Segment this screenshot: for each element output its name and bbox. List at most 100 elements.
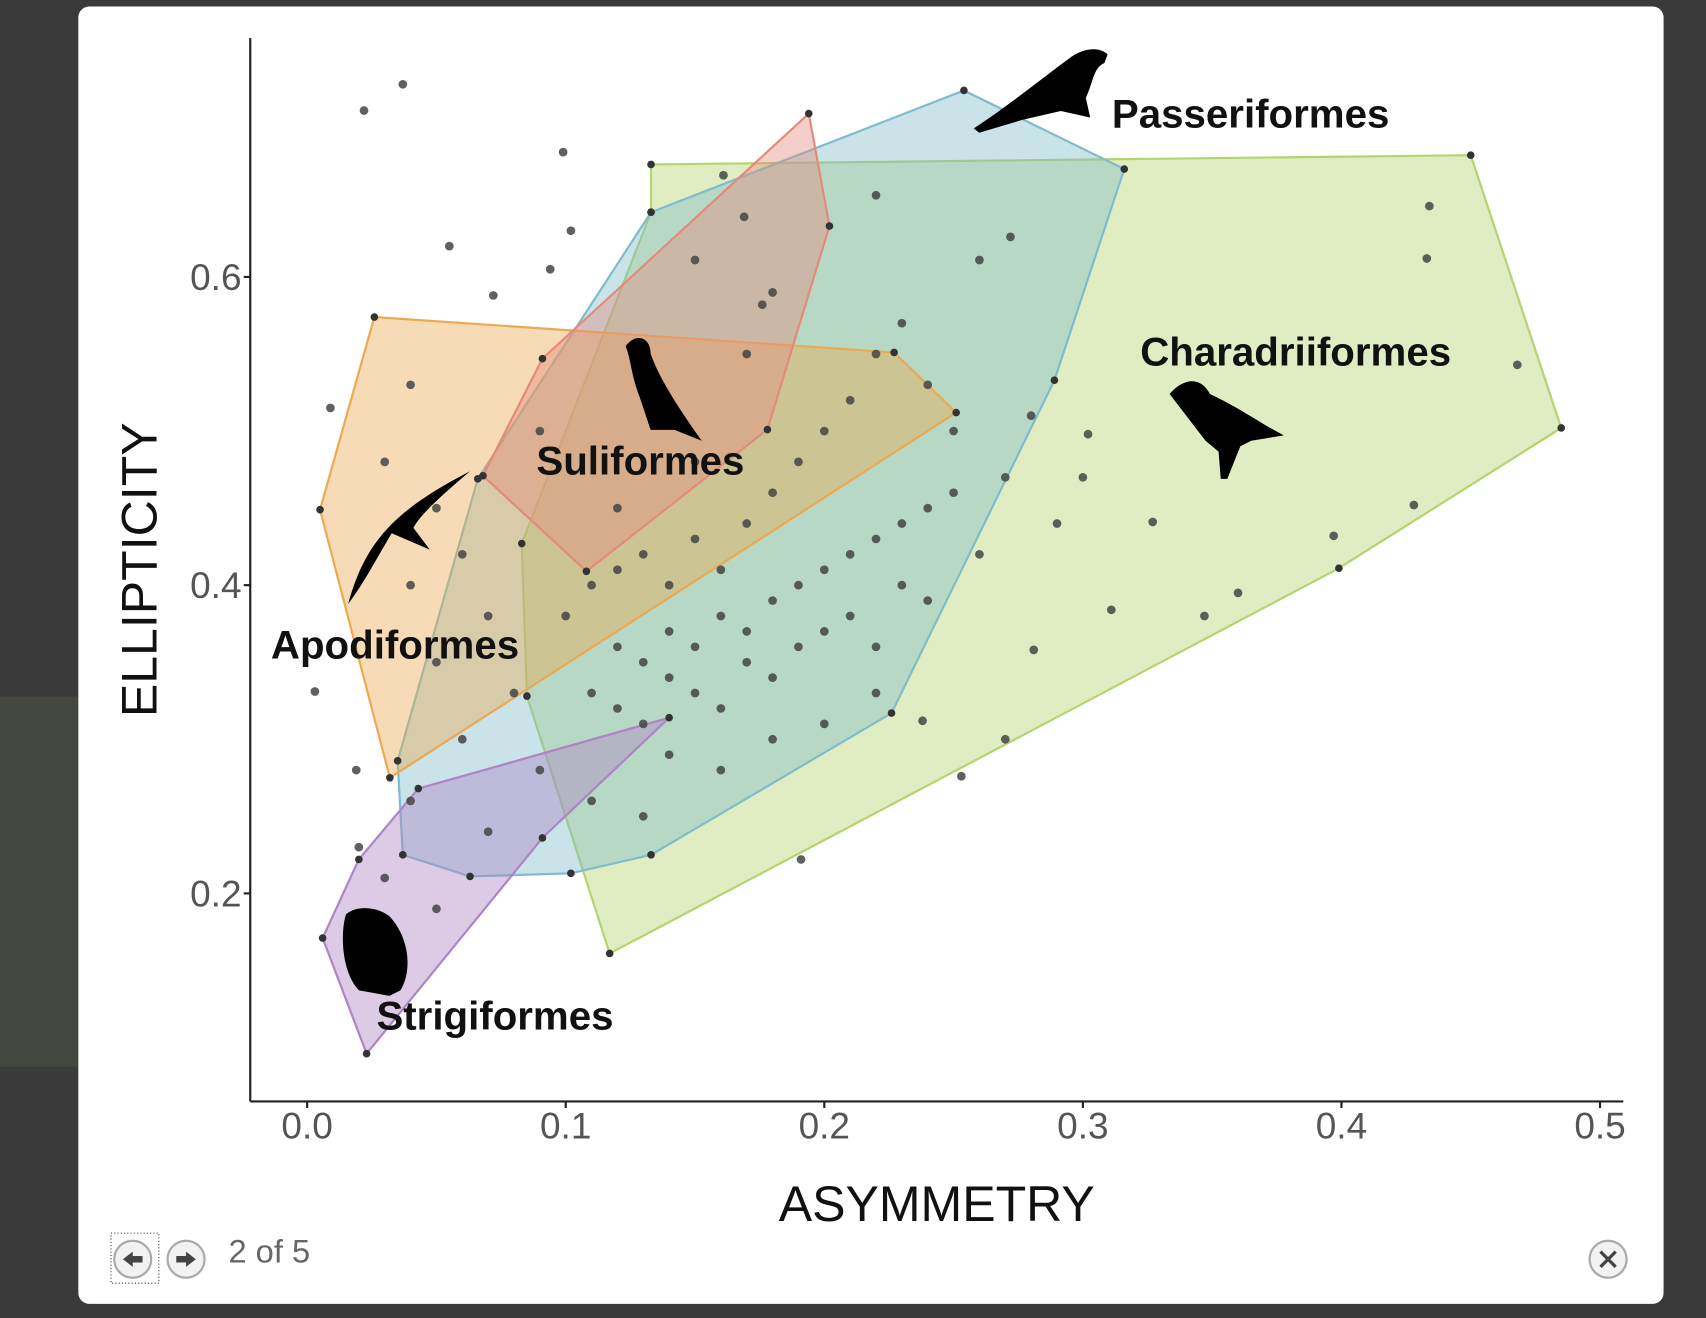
hull-label: Passeriformes bbox=[1112, 91, 1389, 136]
point bbox=[716, 704, 726, 713]
x-tick-label: 0.4 bbox=[1316, 1105, 1367, 1146]
close-cross[interactable] bbox=[1599, 1250, 1617, 1269]
point bbox=[690, 534, 700, 544]
point bbox=[457, 549, 467, 559]
hull-vertex bbox=[1557, 424, 1566, 432]
point bbox=[1000, 472, 1010, 482]
image-counter: 2 of 5 bbox=[228, 1232, 310, 1269]
hull-vertex bbox=[890, 348, 898, 357]
hull-vertex bbox=[825, 222, 834, 230]
point bbox=[613, 704, 622, 713]
point bbox=[613, 503, 622, 513]
point bbox=[1083, 429, 1093, 439]
point bbox=[871, 534, 881, 544]
point bbox=[716, 611, 726, 621]
hull-vertex bbox=[1050, 376, 1059, 385]
point bbox=[1148, 517, 1158, 527]
point bbox=[558, 147, 568, 157]
swift-icon bbox=[348, 471, 471, 605]
point bbox=[923, 380, 933, 390]
y-axis-title: ELLIPTICITY bbox=[112, 422, 168, 717]
point bbox=[742, 627, 752, 636]
point bbox=[406, 796, 415, 806]
hull-vertex bbox=[952, 408, 960, 417]
point bbox=[1000, 734, 1010, 744]
hull-vertex bbox=[370, 313, 379, 321]
hull-vertex bbox=[316, 505, 324, 514]
x-axis-title: ASYMMETRY bbox=[779, 1176, 1095, 1232]
prev-button[interactable] bbox=[113, 1239, 153, 1279]
point bbox=[406, 580, 415, 590]
point bbox=[535, 765, 545, 775]
point bbox=[716, 565, 726, 575]
x-tick-label: 0.2 bbox=[799, 1105, 850, 1146]
point bbox=[897, 519, 907, 528]
point bbox=[638, 549, 648, 559]
point bbox=[1512, 360, 1522, 370]
point bbox=[871, 190, 881, 200]
point bbox=[794, 457, 803, 467]
point bbox=[871, 642, 881, 652]
point bbox=[1029, 645, 1039, 655]
hull-label: Suliformes bbox=[536, 439, 744, 484]
point bbox=[739, 212, 749, 222]
hull-vertex bbox=[887, 709, 896, 717]
point bbox=[509, 688, 519, 698]
point bbox=[545, 264, 555, 274]
point bbox=[923, 596, 933, 605]
point bbox=[975, 255, 984, 265]
point bbox=[819, 627, 829, 636]
y-tick-label: 0.4 bbox=[190, 565, 241, 606]
hull bbox=[396, 89, 1126, 878]
point bbox=[483, 611, 493, 621]
point bbox=[897, 580, 907, 590]
plot: 0.0 0.1 0.2 0.3 0.4 0.5 0.2 0.4 0.6 ASYMMETRY ELLI… bbox=[112, 38, 1626, 1232]
hull-vertex bbox=[960, 86, 968, 95]
point bbox=[796, 855, 806, 864]
hull-vertex bbox=[582, 567, 591, 576]
hull-vertex bbox=[479, 471, 487, 480]
point bbox=[432, 657, 441, 667]
hull-vertex bbox=[414, 784, 423, 793]
point bbox=[690, 457, 700, 467]
point bbox=[1106, 605, 1116, 615]
hull-vertex bbox=[517, 539, 526, 548]
point bbox=[638, 811, 648, 821]
hull-vertex bbox=[362, 1049, 371, 1058]
point bbox=[488, 291, 498, 300]
hull-vertex bbox=[538, 834, 547, 842]
hull-vertex bbox=[1120, 165, 1129, 173]
hull-vertex bbox=[763, 425, 772, 434]
point bbox=[1078, 472, 1088, 482]
point bbox=[561, 611, 571, 621]
hull-vertex bbox=[567, 869, 575, 878]
hull-vertex bbox=[466, 872, 474, 881]
point bbox=[432, 904, 441, 914]
point bbox=[768, 673, 777, 682]
hull-vertex bbox=[523, 692, 531, 700]
point bbox=[949, 426, 958, 436]
point bbox=[432, 503, 441, 513]
point bbox=[1329, 531, 1339, 541]
hull-vertex bbox=[804, 109, 813, 118]
next-button[interactable] bbox=[166, 1239, 206, 1279]
point bbox=[359, 106, 369, 115]
point bbox=[380, 873, 390, 883]
point bbox=[326, 403, 335, 413]
point bbox=[1006, 232, 1015, 242]
hull-vertex bbox=[398, 851, 407, 859]
point bbox=[638, 657, 648, 667]
point bbox=[690, 255, 700, 265]
hull-vertex bbox=[538, 354, 547, 363]
booby-icon bbox=[625, 337, 702, 441]
point bbox=[457, 734, 467, 744]
point bbox=[406, 380, 415, 390]
point bbox=[949, 488, 958, 498]
close-button[interactable] bbox=[1588, 1239, 1628, 1279]
background-figure bbox=[0, 696, 79, 1067]
point bbox=[354, 842, 364, 852]
point bbox=[742, 519, 752, 528]
point bbox=[897, 318, 907, 328]
